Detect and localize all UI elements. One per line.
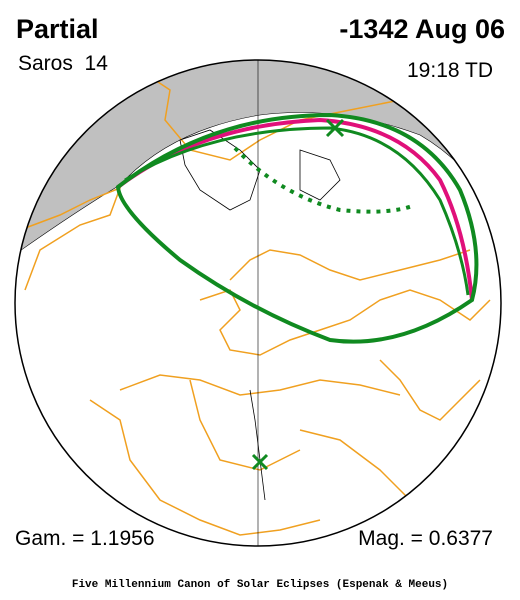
eclipse-date: -1342 Aug 06 (339, 14, 505, 44)
greatest-eclipse-marker (251, 118, 345, 471)
gamma: Gam. = 1.1956 (15, 527, 155, 550)
time: 19:18 TD (407, 59, 493, 82)
saros: Saros 14 (18, 52, 108, 75)
max-eclipse-curve (233, 146, 416, 214)
globe-outline (14, 59, 502, 547)
magnitude: Mag. = 0.6377 (358, 527, 493, 550)
central-line (116, 117, 474, 301)
inner-limit (124, 126, 470, 296)
outer-limit (115, 112, 479, 344)
footer: Five Millennium Canon of Solar Eclipses … (72, 579, 448, 591)
eclipse-type: Partial (16, 14, 99, 44)
